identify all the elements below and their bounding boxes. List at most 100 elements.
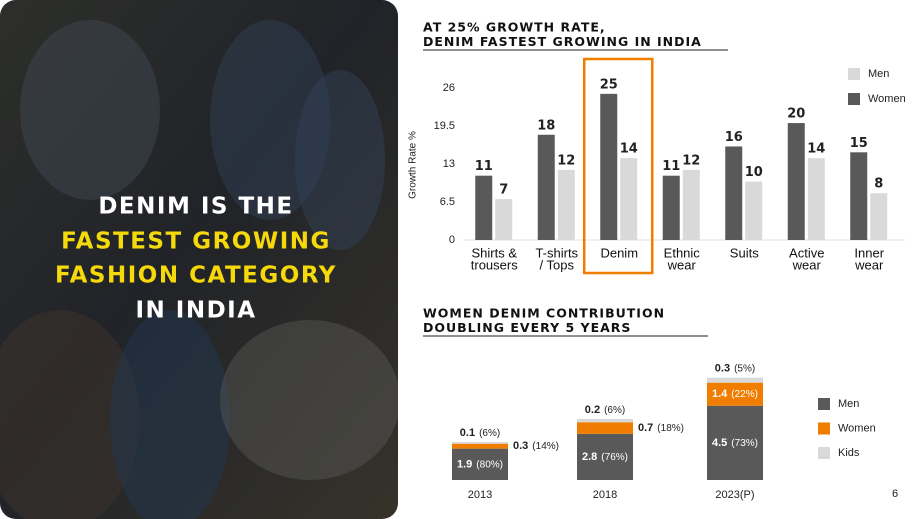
segment-value: 0.1: [460, 427, 475, 439]
y-axis-label: Growth Rate %: [408, 131, 419, 199]
segment-value: 0.7: [638, 422, 653, 434]
segment-value: 2.8: [582, 451, 597, 463]
value-label: 10: [745, 165, 763, 180]
y-tick-label: 6.5: [440, 196, 455, 208]
legend-label: Men: [868, 68, 889, 80]
bar: [662, 175, 680, 240]
value-label: 25: [600, 77, 618, 92]
bar: [787, 123, 805, 240]
bar-segment: [577, 418, 633, 423]
segment-value: 1.4: [712, 388, 728, 400]
legend-swatch: [848, 68, 860, 80]
segment-share: (80%): [476, 459, 503, 470]
chart-title: DOUBLING EVERY 5 YEARS: [423, 320, 631, 335]
segment-share: (76%): [601, 452, 628, 463]
bar-segment: [452, 442, 508, 444]
bar-segment: [577, 422, 633, 434]
headline-line: DENIM IS THE: [98, 194, 293, 220]
bar: [870, 193, 888, 240]
y-tick-label: 19.5: [434, 120, 455, 132]
segment-label: 4.5 (73%): [712, 437, 758, 449]
segment-label: 0.3 (14%): [513, 440, 559, 452]
bar-segment: [452, 448, 508, 480]
bar: [537, 134, 555, 240]
segment-share: (6%): [479, 428, 500, 439]
headline-line: FASHION CATEGORY: [55, 263, 337, 289]
segment-share: (5%): [734, 363, 755, 374]
segment-label: 2.8 (76%): [582, 451, 628, 463]
x-tick-label: 2018: [593, 489, 617, 501]
bar: [495, 199, 513, 240]
x-tick-label: / Tops: [540, 257, 575, 272]
bar: [850, 152, 868, 240]
segment-value: 4.5: [712, 437, 727, 449]
bar-segment: [707, 377, 763, 383]
photo-panel: [0, 0, 398, 519]
segment-value: 0.2: [585, 404, 600, 416]
highlight-box: [583, 57, 654, 275]
segment-value: 0.3: [715, 363, 730, 375]
headline-line: FASTEST GROWING: [61, 229, 331, 255]
bar: [557, 169, 575, 240]
segment-label: 0.7 (18%): [638, 422, 684, 434]
bar: [682, 169, 700, 240]
x-tick-label: 2023(P): [715, 489, 754, 501]
x-tick-label: 2013: [468, 489, 492, 501]
legend-swatch: [848, 93, 860, 105]
segment-share: (6%): [604, 405, 625, 416]
value-label: 11: [662, 159, 680, 174]
value-label: 18: [537, 118, 555, 133]
value-label: 8: [874, 177, 883, 192]
x-tick-label: trousers: [471, 257, 518, 272]
value-label: 15: [850, 136, 868, 151]
bar: [725, 146, 743, 240]
segment-share: (14%): [532, 441, 559, 452]
legend-swatch: [818, 398, 830, 410]
bar-segment: [707, 382, 763, 406]
x-tick-label: Denim: [600, 245, 638, 260]
legend-label: Men: [838, 398, 859, 410]
legend-label: Women: [868, 93, 906, 105]
bar: [620, 158, 638, 240]
x-tick-label: Inner: [854, 245, 884, 260]
legend-label: Kids: [838, 447, 860, 459]
x-tick-label: Active: [789, 245, 824, 260]
bar-segment: [452, 443, 508, 449]
chart-title: WOMEN DENIM CONTRIBUTION: [423, 306, 665, 321]
x-tick-label: wear: [792, 257, 822, 272]
segment-label: 0.1 (6%): [460, 427, 500, 439]
bar: [475, 175, 493, 240]
page-number: 6: [892, 488, 898, 500]
segment-value: 0.3: [513, 440, 528, 452]
bar: [807, 158, 825, 240]
value-label: 16: [725, 130, 743, 145]
bar: [745, 181, 763, 240]
segment-label: 0.3 (5%): [715, 363, 755, 375]
legend-label: Women: [838, 422, 876, 434]
x-tick-label: Suits: [730, 245, 759, 260]
chart-title: DENIM FASTEST GROWING IN INDIA: [423, 34, 702, 49]
bar-segment: [707, 405, 763, 480]
value-label: 20: [787, 107, 805, 122]
y-tick-label: 13: [443, 158, 455, 170]
segment-share: (22%): [731, 389, 758, 400]
segment-label: 1.4 (22%): [712, 388, 758, 400]
x-tick-label: T-shirts: [535, 245, 578, 260]
bar: [600, 93, 618, 240]
x-tick-label: Shirts &: [471, 245, 517, 260]
value-label: 12: [557, 153, 575, 168]
headline-line: IN INDIA: [135, 298, 256, 324]
segment-share: (73%): [731, 438, 758, 449]
legend-swatch: [818, 422, 830, 435]
bar-segment: [577, 433, 633, 480]
x-tick-label: Ethnic: [664, 245, 701, 260]
segment-label: 1.9 (80%): [457, 458, 503, 470]
segment-share: (18%): [657, 423, 684, 434]
y-tick-label: 26: [443, 82, 455, 94]
chart-title: AT 25% GROWTH RATE,: [423, 20, 606, 35]
segment-label: 0.2 (6%): [585, 404, 625, 416]
x-tick-label: wear: [667, 257, 697, 272]
segment-value: 1.9: [457, 458, 472, 470]
value-label: 14: [620, 142, 638, 157]
